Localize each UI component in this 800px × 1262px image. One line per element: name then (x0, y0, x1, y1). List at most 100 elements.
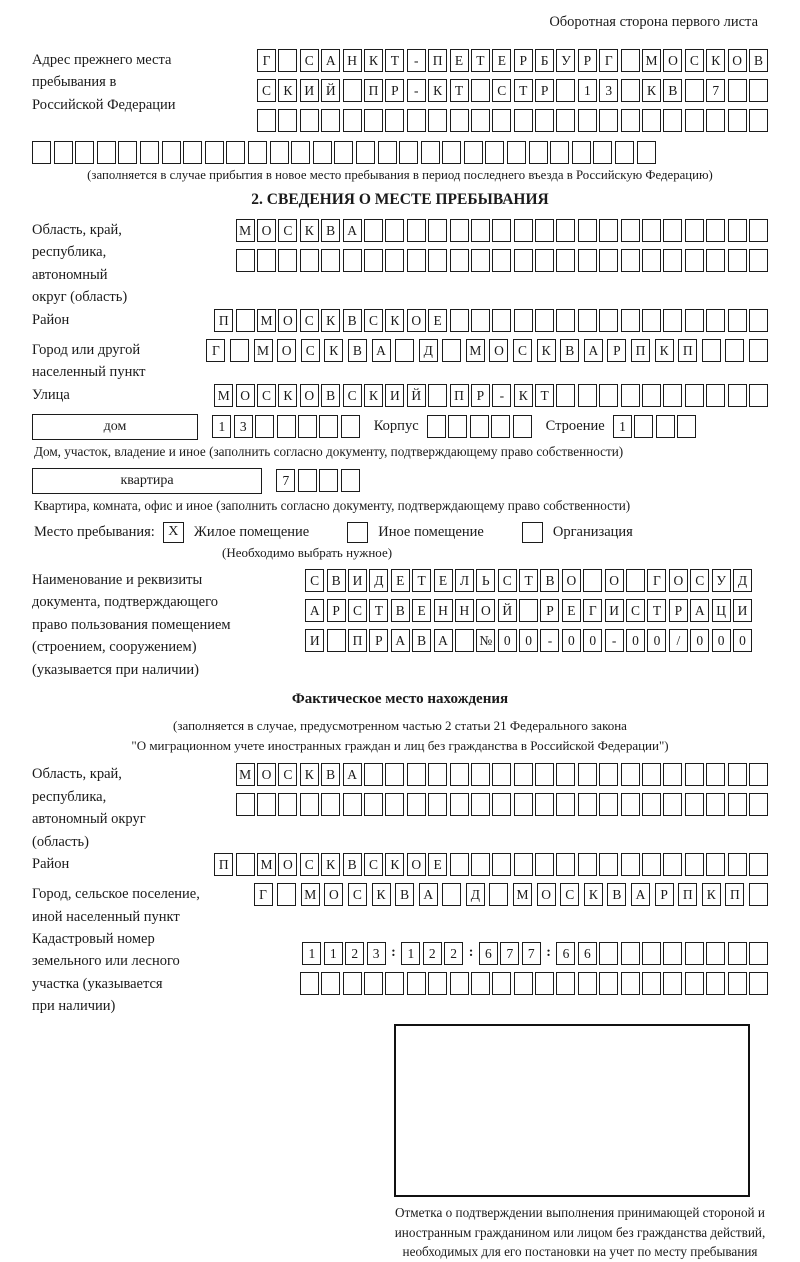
char-cell[interactable]: 0 (626, 628, 646, 652)
char-cell[interactable] (556, 971, 576, 995)
char-cell[interactable]: С (257, 383, 277, 407)
char-cell[interactable]: О (235, 383, 255, 407)
char-cell[interactable] (513, 308, 533, 332)
char-cell[interactable] (319, 415, 339, 439)
char-cell[interactable] (727, 383, 747, 407)
char-cell[interactable]: А (305, 598, 325, 622)
char-cell[interactable]: С (299, 49, 319, 72)
char-cell[interactable]: В (395, 883, 415, 907)
char-cell[interactable] (727, 308, 747, 332)
char-cell[interactable] (725, 338, 745, 362)
char-cell[interactable] (706, 941, 726, 965)
char-cell[interactable]: Е (428, 308, 448, 332)
char-cell[interactable]: О (299, 383, 319, 407)
char-cell[interactable]: К (706, 49, 726, 72)
char-cell[interactable]: 6 (577, 941, 597, 965)
char-cell[interactable] (470, 79, 490, 102)
char-cell[interactable] (727, 79, 747, 102)
char-cell[interactable]: Е (412, 598, 432, 622)
char-cell[interactable]: 0 (733, 628, 752, 652)
char-cell[interactable]: Е (561, 598, 581, 622)
char-cell[interactable] (663, 219, 683, 242)
char-cell[interactable]: - (604, 628, 624, 652)
char-cell[interactable]: В (326, 568, 346, 592)
char-cell[interactable]: К (363, 49, 383, 72)
char-cell[interactable]: О (663, 49, 683, 72)
char-cell[interactable]: Д (465, 883, 485, 907)
char-cell[interactable]: И (305, 628, 325, 652)
char-cell[interactable] (442, 338, 462, 362)
char-cell[interactable] (684, 941, 704, 965)
char-cell[interactable]: С (299, 308, 319, 332)
char-cell[interactable]: В (321, 763, 341, 787)
char-cell[interactable] (342, 79, 362, 102)
char-cell[interactable] (593, 141, 613, 164)
char-cell[interactable]: Г (583, 598, 603, 622)
char-cell[interactable]: В (321, 383, 341, 407)
char-cell[interactable] (470, 308, 490, 332)
char-cell[interactable]: В (607, 883, 627, 907)
char-cell[interactable]: В (540, 568, 560, 592)
char-cell[interactable] (340, 415, 360, 439)
char-cell[interactable] (32, 141, 51, 164)
char-cell[interactable]: С (342, 383, 362, 407)
char-cell[interactable]: О (324, 883, 344, 907)
char-cell[interactable] (226, 141, 246, 164)
char-cell[interactable] (535, 308, 555, 332)
char-cell[interactable] (319, 469, 339, 493)
char-cell[interactable]: Т (449, 79, 469, 102)
char-cell[interactable] (642, 383, 662, 407)
char-cell[interactable] (428, 219, 448, 242)
char-cell[interactable] (395, 338, 415, 362)
char-cell[interactable]: А (631, 883, 651, 907)
char-cell[interactable]: О (489, 338, 509, 362)
char-cell[interactable] (321, 109, 341, 132)
char-cell[interactable] (535, 853, 555, 877)
char-cell[interactable]: О (278, 308, 298, 332)
char-cell[interactable] (663, 249, 683, 272)
char-cell[interactable] (278, 249, 298, 272)
char-cell[interactable]: - (540, 628, 560, 652)
char-cell[interactable] (470, 109, 490, 132)
char-cell[interactable]: Н (342, 49, 362, 72)
char-cell[interactable] (577, 308, 597, 332)
char-cell[interactable] (620, 79, 640, 102)
char-cell[interactable]: П (347, 628, 367, 652)
char-cell[interactable]: Б (535, 49, 555, 72)
char-cell[interactable] (513, 109, 533, 132)
char-cell[interactable]: К (371, 883, 391, 907)
char-cell[interactable] (535, 763, 555, 787)
char-cell[interactable]: В (342, 853, 362, 877)
char-cell[interactable] (428, 249, 448, 272)
char-cell[interactable] (663, 109, 683, 132)
char-cell[interactable] (642, 793, 662, 817)
char-cell[interactable] (528, 141, 548, 164)
char-cell[interactable] (535, 109, 555, 132)
char-cell[interactable]: В (347, 338, 367, 362)
char-cell[interactable] (235, 308, 255, 332)
char-cell[interactable] (235, 249, 255, 272)
char-cell[interactable]: М (253, 338, 273, 362)
char-cell[interactable]: К (324, 338, 344, 362)
char-cell[interactable] (642, 109, 662, 132)
char-cell[interactable]: № (476, 628, 496, 652)
char-cell[interactable] (385, 793, 405, 817)
char-cell[interactable] (53, 141, 73, 164)
char-cell[interactable]: С (347, 598, 367, 622)
char-cell[interactable]: С (626, 598, 646, 622)
char-cell[interactable] (321, 793, 341, 817)
char-cell[interactable] (642, 853, 662, 877)
char-cell[interactable]: М (642, 49, 662, 72)
char-cell[interactable] (247, 141, 267, 164)
char-cell[interactable]: С (492, 79, 512, 102)
char-cell[interactable] (620, 308, 640, 332)
char-cell[interactable] (706, 308, 726, 332)
char-cell[interactable] (463, 141, 483, 164)
char-cell[interactable]: Г (257, 49, 277, 72)
char-cell[interactable] (663, 941, 683, 965)
char-cell[interactable] (642, 763, 662, 787)
char-cell[interactable]: - (492, 383, 512, 407)
char-cell[interactable]: Н (433, 598, 453, 622)
char-cell[interactable]: М (214, 383, 234, 407)
char-cell[interactable]: - (406, 79, 426, 102)
